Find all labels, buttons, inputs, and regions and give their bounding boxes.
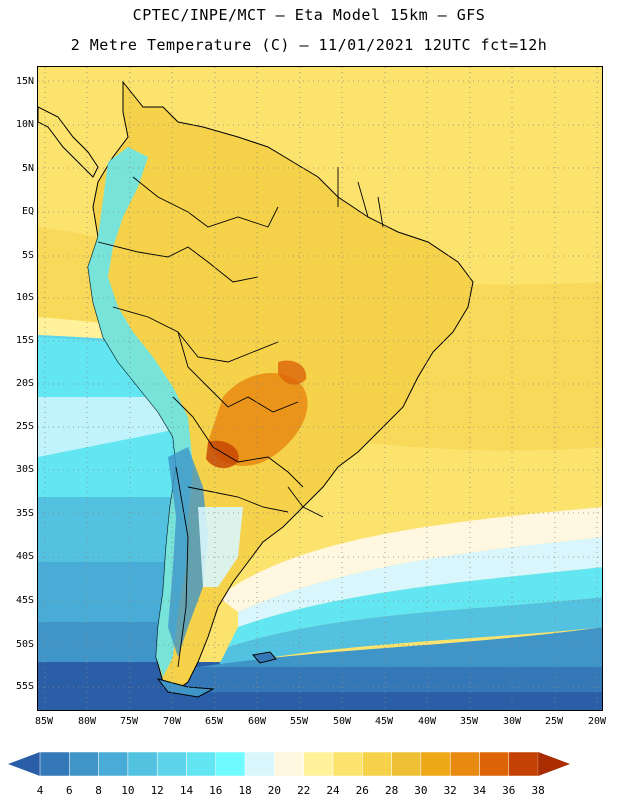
colorbar-tick-label: 30 [414, 784, 428, 797]
colorbar-bin [449, 751, 480, 777]
colorbar-bin [156, 751, 187, 777]
colorbar-tick-label: 36 [502, 784, 516, 797]
lat-tick-label: 5N [21, 163, 34, 174]
colorbar [8, 751, 571, 777]
lon-tick-label: 25W [544, 716, 564, 727]
lat-tick-label: 10S [15, 292, 34, 303]
lon-tick-label: 80W [77, 716, 97, 727]
lon-tick-label: 65W [204, 716, 224, 727]
lon-tick-label: 55W [289, 716, 309, 727]
colorbar-tick-label: 38 [531, 784, 545, 797]
chart-subtitle: 2 Metre Temperature (C) – 11/01/2021 12U… [70, 36, 548, 54]
colorbar-bin [98, 751, 129, 777]
lat-tick-label: 35S [15, 508, 34, 519]
colorbar-high-arrow [538, 752, 571, 776]
chart-title: CPTEC/INPE/MCT – Eta Model 15km – GFS [132, 6, 486, 24]
colorbar-bin [362, 751, 392, 777]
lon-tick-label: 60W [247, 716, 267, 727]
lon-tick-label: 50W [332, 716, 352, 727]
lon-tick-label: 20W [587, 716, 607, 727]
colorbar-tick-label: 10 [121, 784, 135, 797]
colorbar-tick-label: 4 [36, 784, 44, 797]
ocean-band-pacific-12 [38, 497, 188, 567]
colorbar-low-arrow [8, 752, 40, 776]
colorbar-bin [274, 751, 304, 777]
falkland-islands [252, 651, 277, 664]
colorbar-bin [332, 751, 363, 777]
lat-tick-label: 45S [15, 595, 34, 606]
lat-tick-label: 30S [15, 464, 34, 475]
colorbar-bin [186, 751, 217, 777]
patagonia-mild-zone [198, 507, 243, 587]
central-america [38, 106, 99, 178]
colorbar-tick-label: 22 [297, 784, 311, 797]
colorbar-tick-label: 20 [267, 784, 282, 797]
colorbar-bin [244, 751, 275, 777]
lat-tick-label: 15N [15, 76, 34, 87]
country-borders [97, 167, 384, 668]
lon-tick-label: 30W [502, 716, 522, 727]
ocean-band-atlantic-12 [218, 597, 602, 667]
lat-tick-label: 50S [15, 639, 34, 650]
colorbar-tick-label: 8 [95, 784, 102, 797]
lat-tick-label: 20S [15, 378, 34, 389]
ocean-band-pacific-10 [38, 562, 178, 627]
heat-core-mato-grosso [278, 360, 307, 385]
lat-tick-label: 55S [15, 681, 34, 692]
andes-cool-zone [88, 147, 193, 677]
ocean-band-atlantic-8 [158, 627, 602, 667]
lat-tick-label: 25S [15, 421, 34, 432]
ocean-band-atlantic-18 [238, 537, 602, 627]
lat-tick-label: 5S [21, 250, 34, 261]
colorbar-bin [69, 751, 99, 777]
colorbar-tick-label: 6 [65, 784, 73, 797]
colorbar-tick-label: 34 [472, 784, 487, 797]
colorbar-tick-label: 26 [355, 784, 369, 797]
ocean-band-atlantic-16 [228, 567, 602, 647]
colorbar-tick-label: 14 [179, 784, 194, 797]
colorbar-tick-label: 28 [384, 784, 399, 797]
colorbar-tick-label: 16 [209, 784, 223, 797]
ocean-band-atlantic-22 [218, 507, 602, 612]
lat-tick-label: 40S [15, 551, 34, 562]
lat-tick-label: 15S [15, 335, 34, 346]
colorbar-bin [39, 751, 70, 777]
heat-core-chaco [208, 373, 308, 466]
colorbar-bin [420, 751, 451, 777]
colorbar-bin [127, 751, 158, 777]
colorbar-bin [391, 751, 422, 777]
lon-tick-label: 75W [119, 716, 139, 727]
colorbar-tick-label: 12 [150, 784, 164, 797]
colorbar-bin [508, 751, 539, 777]
lon-tick-label: 70W [162, 716, 182, 727]
ocean-band-atlantic-6 [168, 667, 602, 692]
ocean-band-pacific-8 [38, 622, 168, 667]
lon-tick-label: 40W [417, 716, 437, 727]
colorbar-bin [303, 751, 334, 777]
lat-tick-label: 10N [15, 119, 34, 130]
lon-tick-label: 85W [34, 716, 54, 727]
colorbar-bin [479, 751, 510, 777]
colorbar-tick-label: 24 [326, 784, 340, 797]
lat-tick-label: EQ [21, 206, 34, 217]
lon-tick-label: 45W [374, 716, 394, 727]
temperature-map [38, 67, 602, 710]
map-panel [37, 66, 603, 711]
colorbar-tick-label: 32 [443, 784, 457, 797]
colorbar-bin [215, 751, 246, 777]
lon-tick-label: 35W [459, 716, 479, 727]
colorbar-tick-label: 18 [238, 784, 252, 797]
